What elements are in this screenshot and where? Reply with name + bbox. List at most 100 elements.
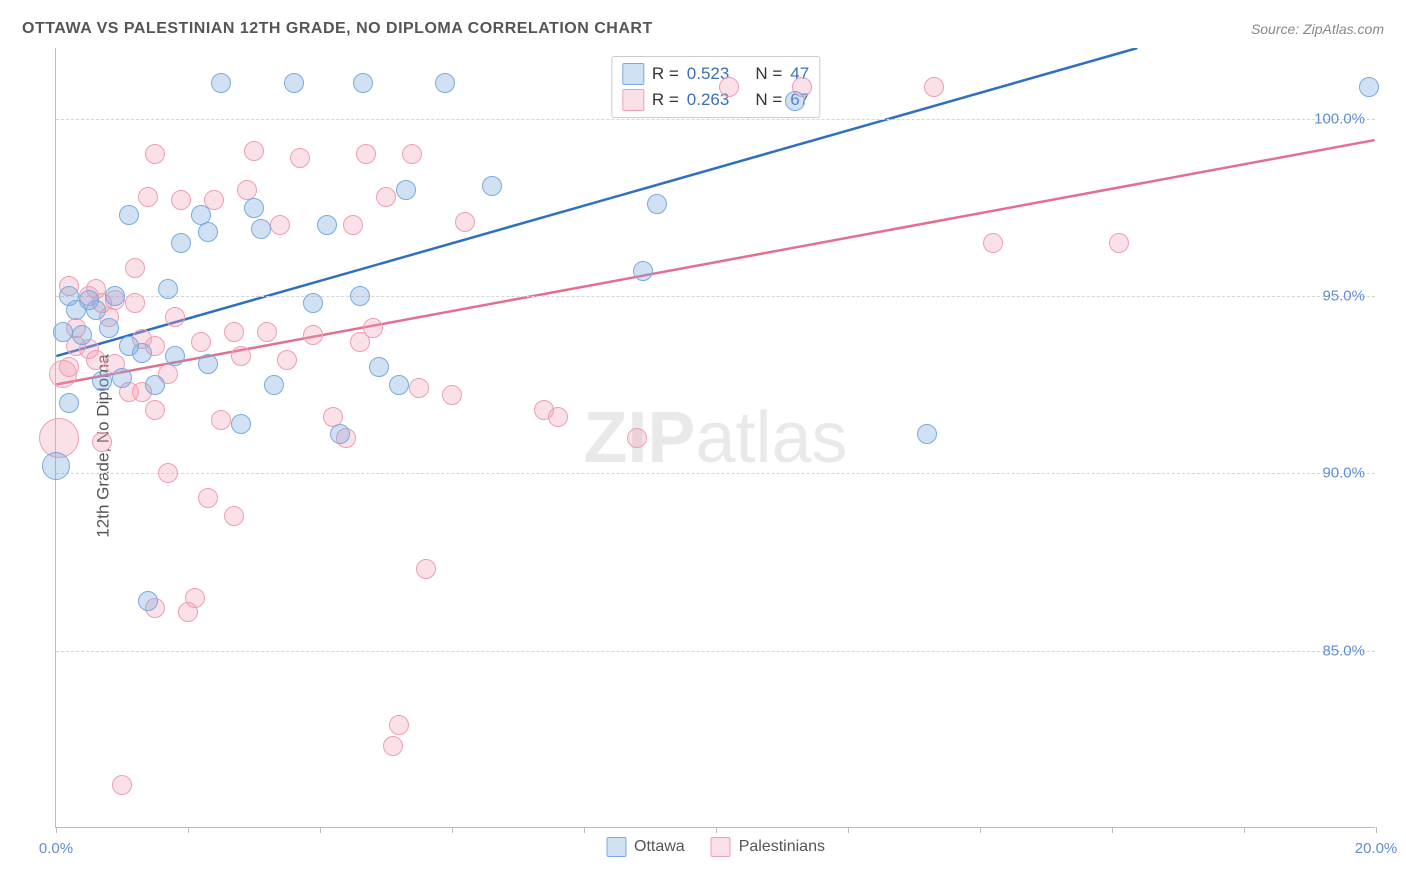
data-point-ottawa xyxy=(99,318,119,338)
data-point-palestinians xyxy=(363,318,383,338)
data-point-palestinians xyxy=(171,190,191,210)
data-point-ottawa xyxy=(59,393,79,413)
gridline-h xyxy=(56,651,1375,652)
xtick-mark xyxy=(716,827,717,833)
ytick-label: 95.0% xyxy=(1322,288,1365,305)
xtick-mark xyxy=(980,827,981,833)
xtick-mark xyxy=(452,827,453,833)
data-point-ottawa xyxy=(92,371,112,391)
data-point-palestinians xyxy=(145,400,165,420)
legend-row-palestinians: R = 0.263 N = 67 xyxy=(622,87,809,113)
data-point-palestinians xyxy=(455,212,475,232)
gridline-h xyxy=(56,296,1375,297)
xtick-mark xyxy=(848,827,849,833)
data-point-ottawa xyxy=(198,354,218,374)
data-point-ottawa xyxy=(785,91,805,111)
data-point-ottawa xyxy=(132,343,152,363)
xtick-mark xyxy=(188,827,189,833)
data-point-ottawa xyxy=(211,73,231,93)
data-point-palestinians xyxy=(244,141,264,161)
data-point-palestinians xyxy=(211,410,231,430)
data-point-palestinians xyxy=(165,307,185,327)
data-point-palestinians xyxy=(442,385,462,405)
data-point-palestinians xyxy=(548,407,568,427)
watermark: ZIPatlas xyxy=(583,397,847,479)
data-point-palestinians xyxy=(1109,233,1129,253)
data-point-palestinians xyxy=(270,215,290,235)
data-point-ottawa xyxy=(350,286,370,306)
data-point-palestinians xyxy=(983,233,1003,253)
data-point-palestinians xyxy=(185,588,205,608)
data-point-palestinians xyxy=(719,77,739,97)
data-point-ottawa xyxy=(647,194,667,214)
chart-source: Source: ZipAtlas.com xyxy=(1251,21,1384,37)
data-point-ottawa xyxy=(917,424,937,444)
data-point-ottawa xyxy=(369,357,389,377)
data-point-ottawa xyxy=(389,375,409,395)
swatch-ottawa xyxy=(622,63,644,85)
data-point-ottawa xyxy=(145,375,165,395)
data-point-palestinians xyxy=(277,350,297,370)
chart-header: OTTAWA VS PALESTINIAN 12TH GRADE, NO DIP… xyxy=(22,20,1384,38)
data-point-palestinians xyxy=(343,215,363,235)
trend-lines xyxy=(56,48,1375,827)
trend-line-palestinians xyxy=(56,140,1374,384)
data-point-ottawa xyxy=(284,73,304,93)
data-point-ottawa xyxy=(264,375,284,395)
data-point-palestinians xyxy=(86,350,106,370)
data-point-palestinians xyxy=(59,357,79,377)
data-point-ottawa xyxy=(86,300,106,320)
data-point-palestinians xyxy=(356,144,376,164)
data-point-ottawa xyxy=(105,286,125,306)
data-point-palestinians xyxy=(138,187,158,207)
data-point-palestinians xyxy=(389,715,409,735)
legend-item-palestinians: Palestinians xyxy=(711,837,825,857)
plot-area: ZIPatlas R = 0.523 N = 47 R = 0.263 N = … xyxy=(55,48,1375,828)
legend-row-ottawa: R = 0.523 N = 47 xyxy=(622,61,809,87)
data-point-palestinians xyxy=(145,144,165,164)
ytick-label: 100.0% xyxy=(1314,110,1365,127)
data-point-palestinians xyxy=(224,322,244,342)
data-point-ottawa xyxy=(138,591,158,611)
data-point-palestinians xyxy=(924,77,944,97)
data-point-ottawa xyxy=(53,322,73,342)
xtick-mark xyxy=(1376,827,1377,833)
data-point-ottawa xyxy=(72,325,92,345)
gridline-h xyxy=(56,119,1375,120)
data-point-palestinians xyxy=(125,293,145,313)
data-point-palestinians xyxy=(402,144,422,164)
data-point-ottawa xyxy=(303,293,323,313)
gridline-h xyxy=(56,473,1375,474)
xtick-mark xyxy=(320,827,321,833)
data-point-ottawa xyxy=(198,222,218,242)
ytick-label: 85.0% xyxy=(1322,642,1365,659)
data-point-ottawa xyxy=(231,414,251,434)
data-point-ottawa xyxy=(158,279,178,299)
data-point-ottawa xyxy=(119,205,139,225)
data-point-ottawa xyxy=(633,261,653,281)
xtick-label: 20.0% xyxy=(1355,840,1398,857)
data-point-ottawa xyxy=(171,233,191,253)
data-point-palestinians xyxy=(416,559,436,579)
data-point-palestinians xyxy=(231,346,251,366)
chart-title: OTTAWA VS PALESTINIAN 12TH GRADE, NO DIP… xyxy=(22,20,653,38)
xtick-mark xyxy=(1112,827,1113,833)
data-point-ottawa xyxy=(317,215,337,235)
data-point-ottawa xyxy=(251,219,271,239)
data-point-palestinians xyxy=(290,148,310,168)
data-point-palestinians xyxy=(112,775,132,795)
legend-series: Ottawa Palestinians xyxy=(606,837,825,857)
data-point-ottawa xyxy=(165,346,185,366)
ytick-label: 90.0% xyxy=(1322,465,1365,482)
xtick-mark xyxy=(584,827,585,833)
data-point-palestinians xyxy=(92,432,112,452)
data-point-palestinians xyxy=(257,322,277,342)
legend-item-ottawa: Ottawa xyxy=(606,837,685,857)
data-point-ottawa xyxy=(353,73,373,93)
data-point-ottawa xyxy=(244,198,264,218)
data-point-palestinians xyxy=(158,463,178,483)
data-point-palestinians xyxy=(376,187,396,207)
data-point-ottawa xyxy=(42,452,70,480)
data-point-palestinians xyxy=(125,258,145,278)
xtick-label: 0.0% xyxy=(39,840,73,857)
